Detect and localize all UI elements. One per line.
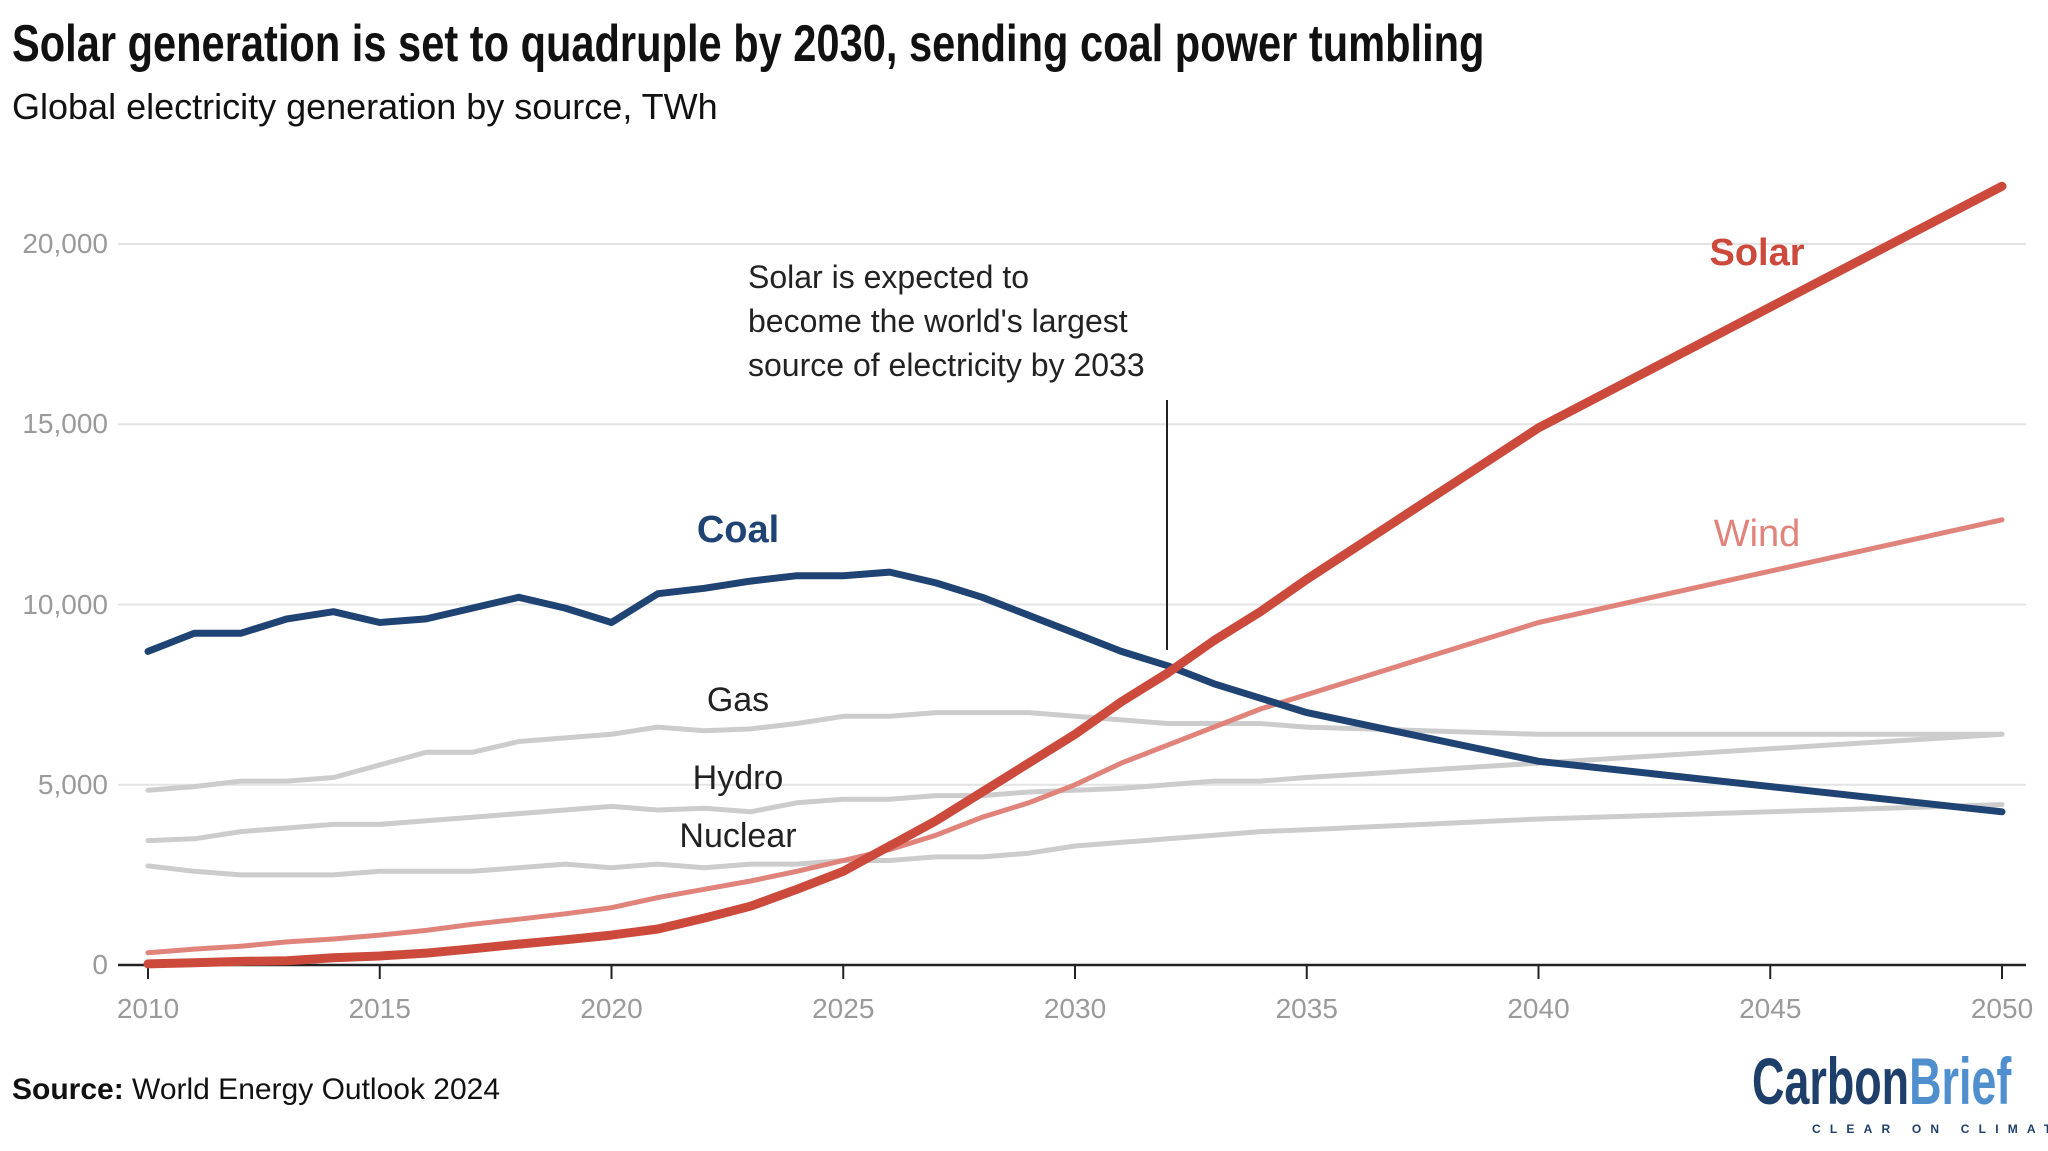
annotation-line-3: source of electricity by 2033 xyxy=(748,347,1145,383)
line-coal xyxy=(144,568,2006,816)
x-tick-label: 2015 xyxy=(348,993,411,1024)
y-tick-label: 20,000 xyxy=(22,228,108,259)
x-tick-label: 2010 xyxy=(116,993,180,1024)
x-tick-label: 2040 xyxy=(1507,993,1570,1024)
line-nuclear xyxy=(145,802,2005,878)
y-tick-label: 5,000 xyxy=(37,768,108,800)
logo-carbon: Carbon xyxy=(1752,1044,1910,1118)
label-solar: Solar xyxy=(1709,232,1805,274)
x-axis-marks xyxy=(118,963,2026,979)
logo-tagline: CLEAR ON CLIMATE xyxy=(1812,1122,2048,1136)
y-tick-label: 0 xyxy=(92,949,108,980)
source-text: World Energy Outlook 2024 xyxy=(132,1073,501,1106)
x-tick-label: 2050 xyxy=(1970,993,2034,1024)
label-wind: Wind xyxy=(1713,513,1801,555)
line-hydro xyxy=(145,731,2005,844)
annotation-line-1: Solar is expected to xyxy=(748,259,1030,295)
x-tick-label: 2030 xyxy=(1043,993,1107,1024)
y-tick-label: 10,000 xyxy=(22,588,108,620)
x-tick-label: 2045 xyxy=(1739,993,1802,1024)
source: Source: World Energy Outlook 2024 xyxy=(12,1072,500,1108)
logo-brief: Brief xyxy=(1909,1044,2012,1118)
y-tick-label: 15,000 xyxy=(22,408,108,440)
line-solar xyxy=(143,181,2007,969)
x-tick-label: 2025 xyxy=(812,993,875,1024)
label-coal: Coal xyxy=(696,509,780,551)
line-gas xyxy=(145,710,2005,793)
label-hydro: Hydro xyxy=(692,759,784,797)
x-tick-label: 2020 xyxy=(580,993,643,1024)
logo-wordmark: CarbonBrief xyxy=(1752,1046,2011,1116)
chart-subtitle: Global electricity generation by source,… xyxy=(12,86,718,127)
series-lines xyxy=(143,181,2007,969)
label-nuclear: Nuclear xyxy=(679,817,797,855)
annotation-line-2: become the world's largest xyxy=(748,303,1128,339)
chart-title: Solar generation is set to quadruple by … xyxy=(12,15,1485,73)
source-label: Source: xyxy=(12,1073,124,1106)
x-tick-label: 2035 xyxy=(1275,993,1338,1024)
line-wind xyxy=(145,517,2005,956)
label-gas: Gas xyxy=(706,681,770,719)
